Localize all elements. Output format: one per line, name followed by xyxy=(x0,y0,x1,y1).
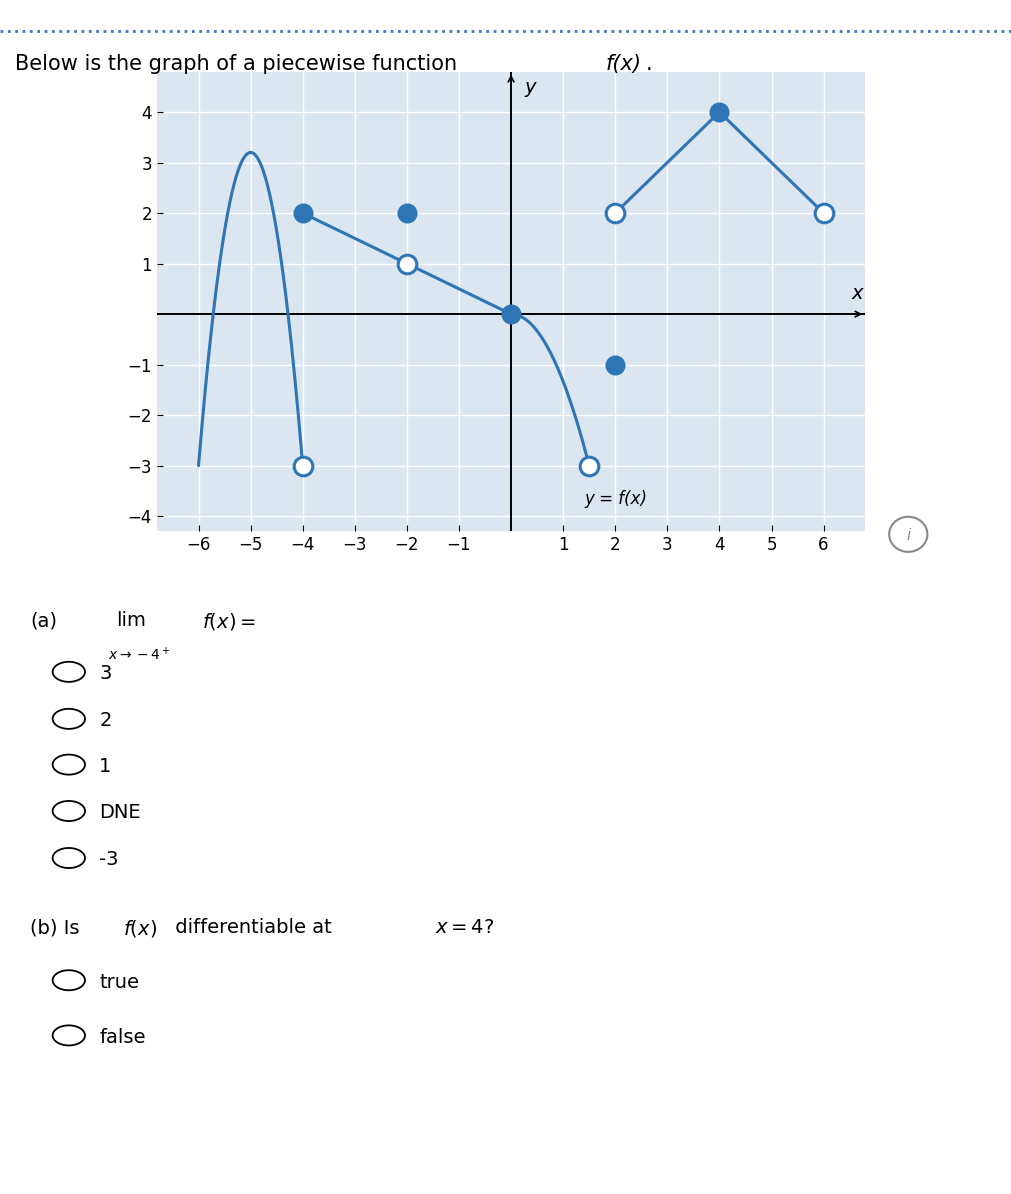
Point xyxy=(607,355,623,374)
Point xyxy=(502,304,519,324)
Text: (b) Is: (b) Is xyxy=(30,918,86,937)
Text: 2: 2 xyxy=(99,712,111,731)
Point xyxy=(294,456,310,475)
Text: true: true xyxy=(99,973,140,992)
Point xyxy=(815,203,831,222)
Text: .: . xyxy=(645,54,652,74)
Text: f(x): f(x) xyxy=(605,54,641,74)
Point xyxy=(294,203,310,222)
Point xyxy=(580,456,596,475)
Point xyxy=(398,203,415,222)
Text: 1: 1 xyxy=(99,757,111,776)
Text: DNE: DNE xyxy=(99,804,141,823)
Text: x: x xyxy=(851,284,862,303)
Text: Below is the graph of a piecewise function: Below is the graph of a piecewise functi… xyxy=(15,54,463,74)
Point xyxy=(711,103,727,122)
Text: -3: -3 xyxy=(99,850,118,869)
Point xyxy=(398,254,415,273)
Text: (a): (a) xyxy=(30,611,58,630)
Text: y: y xyxy=(524,78,535,97)
Text: false: false xyxy=(99,1028,146,1047)
Text: y = f(x): y = f(x) xyxy=(583,490,646,507)
Text: i: i xyxy=(905,528,910,542)
Text: $x = 4$?: $x = 4$? xyxy=(435,918,494,937)
Text: lim: lim xyxy=(116,611,147,630)
Text: 3: 3 xyxy=(99,664,111,683)
Text: $x \rightarrow -4^+$: $x \rightarrow -4^+$ xyxy=(108,646,171,663)
Text: differentiable at: differentiable at xyxy=(169,918,338,937)
Point xyxy=(607,203,623,222)
Text: $f(x)=$: $f(x)=$ xyxy=(202,611,256,632)
Text: $f(x)$: $f(x)$ xyxy=(123,918,158,940)
